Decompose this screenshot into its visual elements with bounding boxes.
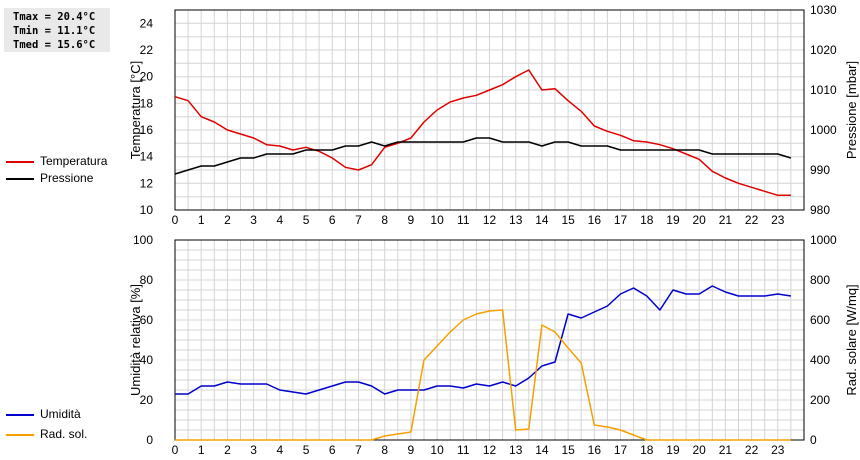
x-tick-label: 3 — [250, 443, 257, 457]
y-tick-label-right: 1010 — [810, 83, 837, 97]
x-tick-label: 4 — [276, 213, 283, 227]
x-tick-label: 7 — [355, 443, 362, 457]
x-tick-label: 11 — [457, 443, 470, 457]
x-tick-label: 5 — [303, 213, 310, 227]
x-tick-label: 18 — [640, 443, 654, 457]
y-axis-title-right: Pressione [mbar] — [844, 61, 859, 159]
y-tick-label-left: 80 — [140, 273, 154, 287]
y-tick-label-right: 980 — [810, 203, 830, 217]
legend-swatch-temperatura — [6, 161, 34, 163]
x-tick-label: 4 — [276, 443, 283, 457]
series-line-pressione — [174, 137, 792, 175]
y-tick-label-left: 60 — [140, 313, 154, 327]
legend-swatch-pressione — [6, 178, 34, 180]
y-tick-label-left: 100 — [133, 233, 153, 247]
x-tick-label: 23 — [771, 213, 785, 227]
legend-label-temperatura: Temperatura — [40, 154, 108, 168]
plot-frame-top — [174, 9, 805, 211]
y-tick-label-left: 20 — [140, 393, 154, 407]
series-line-temperatura — [174, 69, 791, 197]
y-tick-label-right: 600 — [810, 313, 830, 327]
x-tick-label: 7 — [355, 213, 362, 227]
x-tick-label: 14 — [535, 213, 549, 227]
x-tick-label: 16 — [588, 443, 602, 457]
x-tick-label: 0 — [172, 213, 179, 227]
x-tick-label: 12 — [483, 443, 497, 457]
x-tick-label: 23 — [771, 443, 785, 457]
y-tick-label-right: 1000 — [810, 233, 837, 247]
y-axis-title-left: Umidità relativa [%] — [128, 284, 143, 396]
y-tick-label-left: 14 — [140, 150, 154, 164]
legend-label-rad-sol: Rad. sol. — [40, 427, 88, 441]
legend-label-pressione: Pressione — [40, 171, 94, 185]
y-tick-label-right: 990 — [810, 163, 830, 177]
series-line-umidit — [175, 285, 792, 395]
x-tick-label: 11 — [457, 213, 470, 227]
x-tick-label: 13 — [509, 443, 523, 457]
y-tick-label-left: 24 — [140, 16, 154, 30]
x-tick-label: 6 — [329, 443, 336, 457]
x-tick-label: 18 — [640, 213, 654, 227]
x-tick-label: 13 — [509, 213, 523, 227]
y-axis-title-right: Rad. solare [W/mq] — [844, 284, 859, 395]
x-tick-label: 8 — [381, 443, 388, 457]
y-tick-label-left: 16 — [140, 123, 154, 137]
y-tick-label-left: 20 — [140, 70, 154, 84]
legend-swatch-rad-sol — [6, 434, 34, 436]
x-tick-label: 22 — [745, 213, 759, 227]
x-tick-label: 10 — [430, 443, 444, 457]
x-tick-label: 1 — [198, 213, 205, 227]
stat-tmed: Tmed = 15.6°C — [13, 39, 96, 51]
x-tick-label: 2 — [224, 213, 231, 227]
x-tick-label: 21 — [719, 213, 733, 227]
legend-label-umidita: Umidità — [40, 407, 81, 421]
stat-tmax: Tmax = 20.4°C — [13, 11, 96, 23]
x-tick-label: 17 — [614, 213, 628, 227]
x-tick-label: 22 — [745, 443, 759, 457]
plot-frame-bottom — [174, 239, 805, 441]
x-tick-label: 15 — [561, 213, 575, 227]
y-tick-label-right: 1000 — [810, 123, 837, 137]
x-tick-label: 3 — [250, 213, 257, 227]
x-tick-label: 10 — [430, 213, 444, 227]
y-tick-label-right: 0 — [810, 433, 817, 447]
x-tick-label: 19 — [666, 213, 680, 227]
x-tick-label: 14 — [535, 443, 549, 457]
x-tick-label: 12 — [483, 213, 497, 227]
x-tick-label: 0 — [172, 443, 179, 457]
x-tick-label: 17 — [614, 443, 628, 457]
y-tick-label-right: 800 — [810, 273, 830, 287]
x-tick-label: 5 — [303, 443, 310, 457]
x-tick-label: 6 — [329, 213, 336, 227]
x-tick-label: 15 — [561, 443, 575, 457]
x-tick-label: 1 — [198, 443, 205, 457]
y-tick-label-left: 40 — [140, 353, 154, 367]
x-tick-label: 2 — [224, 443, 231, 457]
stat-tmin: Tmin = 11.1°C — [13, 25, 96, 37]
x-tick-label: 20 — [692, 443, 706, 457]
legend-swatch-umidita — [6, 414, 34, 416]
x-tick-label: 19 — [666, 443, 680, 457]
y-tick-label-left: 0 — [146, 433, 153, 447]
y-tick-label-left: 12 — [140, 176, 154, 190]
y-tick-label-left: 18 — [140, 96, 154, 110]
x-tick-label: 8 — [381, 213, 388, 227]
y-tick-label-right: 400 — [810, 353, 830, 367]
y-tick-label-left: 10 — [140, 203, 154, 217]
y-tick-label-right: 1020 — [810, 43, 837, 57]
series-line-rad-sol — [175, 309, 791, 441]
x-tick-label: 20 — [692, 213, 706, 227]
statistics-box: Tmax = 20.4°C Tmin = 11.1°C Tmed = 15.6°… — [4, 8, 110, 52]
x-tick-label: 21 — [719, 443, 733, 457]
y-axis-title-left: Temperatura [°C] — [128, 61, 143, 159]
x-tick-label: 16 — [588, 213, 602, 227]
y-tick-label-right: 200 — [810, 393, 830, 407]
y-tick-label-right: 1030 — [810, 3, 837, 17]
y-tick-label-left: 22 — [140, 43, 154, 57]
x-tick-label: 9 — [408, 443, 415, 457]
x-tick-label: 9 — [408, 213, 415, 227]
